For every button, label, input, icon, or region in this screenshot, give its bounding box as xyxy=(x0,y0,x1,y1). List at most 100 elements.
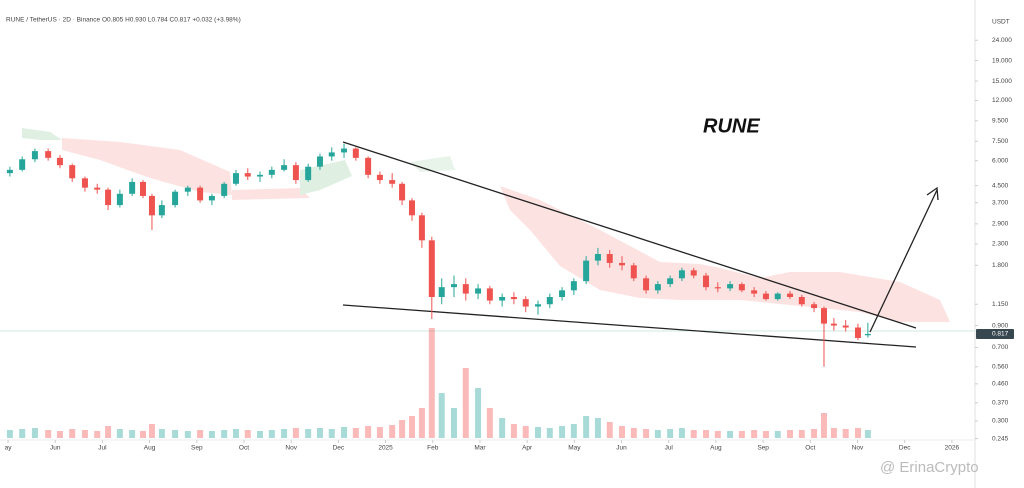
candle-body xyxy=(667,278,674,285)
arrow-head xyxy=(926,186,939,201)
candle-body xyxy=(738,284,745,291)
candle-body xyxy=(232,173,239,184)
candle-body xyxy=(316,156,323,167)
x-tick-label: Nov xyxy=(852,445,864,452)
candle-body xyxy=(842,325,849,328)
volume-bar xyxy=(854,428,861,438)
candle-body xyxy=(678,270,685,279)
volume-bar xyxy=(606,422,613,438)
y-tick-label: 7.500 xyxy=(992,138,1009,145)
candle-body xyxy=(643,278,650,291)
candle-body xyxy=(158,205,165,216)
cloud-green xyxy=(300,160,352,195)
projection-arrow xyxy=(869,189,938,333)
volume-bar xyxy=(654,430,661,438)
volume-bar xyxy=(316,428,323,438)
candle-body xyxy=(399,183,406,201)
x-tick-label: Dec xyxy=(899,445,911,452)
candle-body xyxy=(854,327,861,338)
volume-bar xyxy=(341,427,348,438)
y-tick-label: 0.460 xyxy=(992,381,1009,388)
x-tick-label: 2025 xyxy=(378,445,393,452)
candle-body xyxy=(292,165,299,181)
candle-body xyxy=(341,148,348,153)
volume-bar xyxy=(158,429,165,438)
volume-bar xyxy=(352,428,359,438)
volume-bar xyxy=(184,431,191,438)
volume-bar xyxy=(19,429,26,438)
x-tick-label: Mar xyxy=(474,445,486,452)
y-tick-label: 19.000 xyxy=(992,57,1012,64)
cloud-red xyxy=(62,138,232,195)
candle-body xyxy=(559,290,566,298)
volume-bar xyxy=(594,418,601,438)
y-tick-label: 6.000 xyxy=(992,157,1009,164)
cloud-red xyxy=(500,186,950,322)
candle-body xyxy=(820,308,827,324)
candle-body xyxy=(522,299,529,307)
candle-body xyxy=(105,189,112,206)
volume-bar xyxy=(292,428,299,438)
volume-bar xyxy=(208,431,215,438)
volume-bar xyxy=(139,431,146,438)
volume-bar xyxy=(727,431,734,438)
x-tick-label: Sep xyxy=(757,445,769,452)
y-tick-label: 0.245 xyxy=(992,435,1009,442)
volume-bar xyxy=(408,416,415,438)
volume-bar xyxy=(428,328,435,438)
volume-bar xyxy=(678,428,685,438)
volume-bar xyxy=(762,431,769,438)
candle-body xyxy=(221,183,228,196)
candle-body xyxy=(268,169,275,175)
candle-body xyxy=(31,151,38,160)
price-tag-label: 0.817 xyxy=(992,331,1009,338)
candle-body xyxy=(462,284,469,294)
volume-bar xyxy=(172,430,179,438)
candle-body xyxy=(19,159,26,170)
candle-body xyxy=(6,169,13,174)
candle-body xyxy=(69,165,76,179)
candle-body xyxy=(787,293,794,298)
volume-bar xyxy=(798,430,805,438)
x-tick-label: Aug xyxy=(144,445,156,452)
volume-bar xyxy=(738,431,745,438)
volume-bar xyxy=(864,430,871,438)
volume-bar xyxy=(105,426,112,438)
volume-bar xyxy=(418,408,425,438)
volume-bar xyxy=(751,430,758,438)
volume-bar xyxy=(376,427,383,438)
y-tick-label: 24.000 xyxy=(992,37,1012,44)
candle-body xyxy=(450,284,457,288)
volume-bar xyxy=(462,368,469,438)
volume-bar xyxy=(365,426,372,438)
candle-body xyxy=(606,254,613,263)
candle-body xyxy=(244,173,251,177)
trendlines xyxy=(342,141,939,348)
candle-body xyxy=(583,260,590,282)
volume-bar xyxy=(559,426,566,438)
volume-bar xyxy=(583,416,590,438)
x-tick-label: Aug xyxy=(710,445,722,452)
candle-body xyxy=(774,293,781,300)
candle-body xyxy=(727,284,734,289)
candle-body xyxy=(546,297,553,305)
candle-body xyxy=(570,281,577,291)
candle-body xyxy=(257,174,264,177)
volume-bar xyxy=(690,430,697,438)
volume-bar xyxy=(221,430,228,438)
volume-bar xyxy=(438,393,445,438)
y-tick-label: 0.560 xyxy=(992,363,1009,370)
volume-bar xyxy=(630,428,637,438)
lower-trendline xyxy=(342,304,917,348)
volume-bar xyxy=(842,429,849,438)
annotation: RUNE xyxy=(703,115,760,137)
candle-body xyxy=(654,284,661,291)
volume-bar xyxy=(522,426,529,438)
price-tag xyxy=(976,328,1014,339)
volume-bar xyxy=(148,424,155,438)
watermark: @ ErinaCrypto xyxy=(880,459,979,476)
volume-bar xyxy=(570,424,577,438)
volume-bar xyxy=(94,431,101,438)
y-tick-label: 15.000 xyxy=(992,78,1012,85)
y-tick-label: 4.500 xyxy=(992,182,1009,189)
